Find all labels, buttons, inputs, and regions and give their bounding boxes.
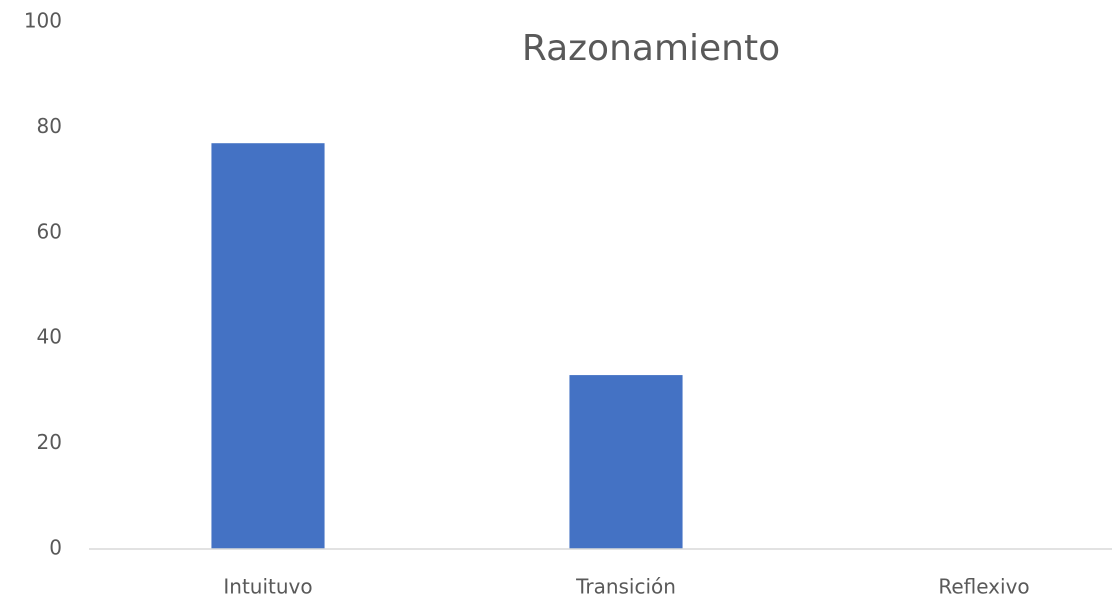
bar [211, 143, 325, 549]
y-tick-label: 40 [37, 325, 62, 349]
y-tick-label: 60 [37, 219, 62, 243]
y-tick-label: 20 [37, 430, 62, 454]
chart-title: Razonamiento [522, 28, 780, 69]
bar [569, 375, 683, 549]
y-tick-label: 80 [37, 114, 62, 138]
y-tick-label: 100 [24, 9, 62, 33]
y-tick-label: 0 [49, 536, 62, 560]
x-tick-label: Reflexivo [938, 575, 1029, 599]
x-tick-label: Transición [575, 575, 676, 599]
x-tick-label: Intuituvo [223, 575, 312, 599]
